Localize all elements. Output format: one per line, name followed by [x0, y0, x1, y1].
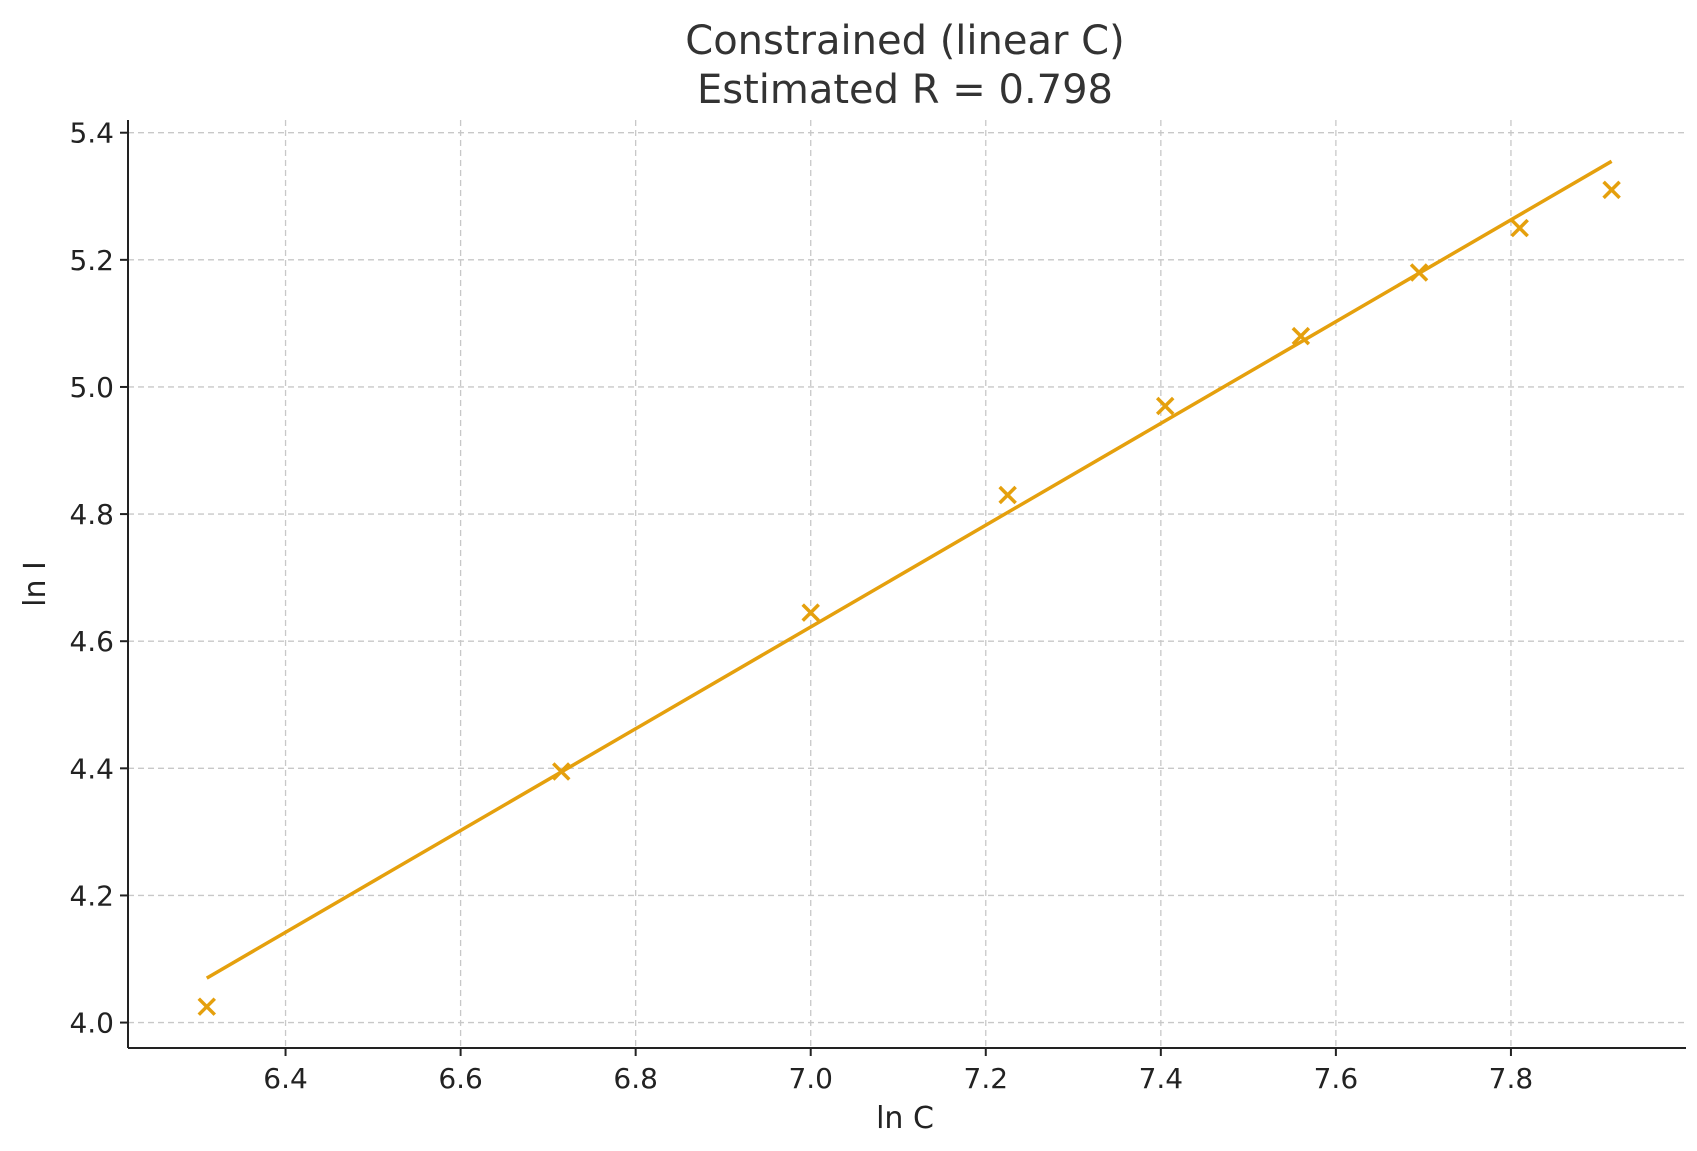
x-tick-label: 6.8 [613, 1062, 658, 1095]
x-tick-label: 6.6 [438, 1062, 483, 1095]
data-point [1602, 180, 1621, 200]
x-axis-label: ln C [876, 1101, 934, 1136]
x-tick-label: 7.6 [1314, 1062, 1359, 1095]
y-tick-label: 4.8 [69, 498, 114, 531]
x-tick-label: 7.2 [964, 1062, 1009, 1095]
x-tick-label: 7.8 [1489, 1062, 1534, 1095]
data-point [197, 997, 217, 1016]
chart-subtitle: Estimated R = 0.798 [697, 67, 1113, 113]
data-point [552, 762, 571, 781]
y-tick-label: 4.2 [69, 879, 114, 912]
y-tick-label: 4.6 [69, 625, 114, 658]
data-point [1155, 396, 1175, 416]
y-tick-label: 4.0 [69, 1007, 114, 1040]
data-point [1409, 263, 1429, 282]
fit-line-layer [205, 159, 1613, 980]
grid [128, 120, 1686, 1048]
x-tick-label: 6.4 [263, 1062, 308, 1095]
points-layer [197, 180, 1621, 1016]
ticks: 6.4 6.6 6.8 7.0 7.2 7.4 7.6 7.8 4.0 4.2 4.4 4.6 4.8 5… [69, 117, 1533, 1095]
y-tick-label: 5.4 [69, 117, 114, 150]
chart-title: Constrained (linear C) [685, 18, 1124, 64]
y-tick-label: 5.2 [69, 244, 114, 277]
y-axis-label: ln I [18, 561, 53, 607]
x-tick-label: 7.0 [788, 1062, 833, 1095]
data-point [1291, 326, 1311, 346]
data-point [998, 485, 1017, 505]
y-tick-label: 5.0 [69, 371, 114, 404]
fit-line [205, 159, 1613, 980]
data-point [801, 603, 820, 622]
y-tick-label: 4.4 [69, 752, 114, 785]
axes [127, 120, 1686, 1049]
x-tick-label: 7.4 [1139, 1062, 1184, 1095]
data-point [1510, 218, 1529, 238]
